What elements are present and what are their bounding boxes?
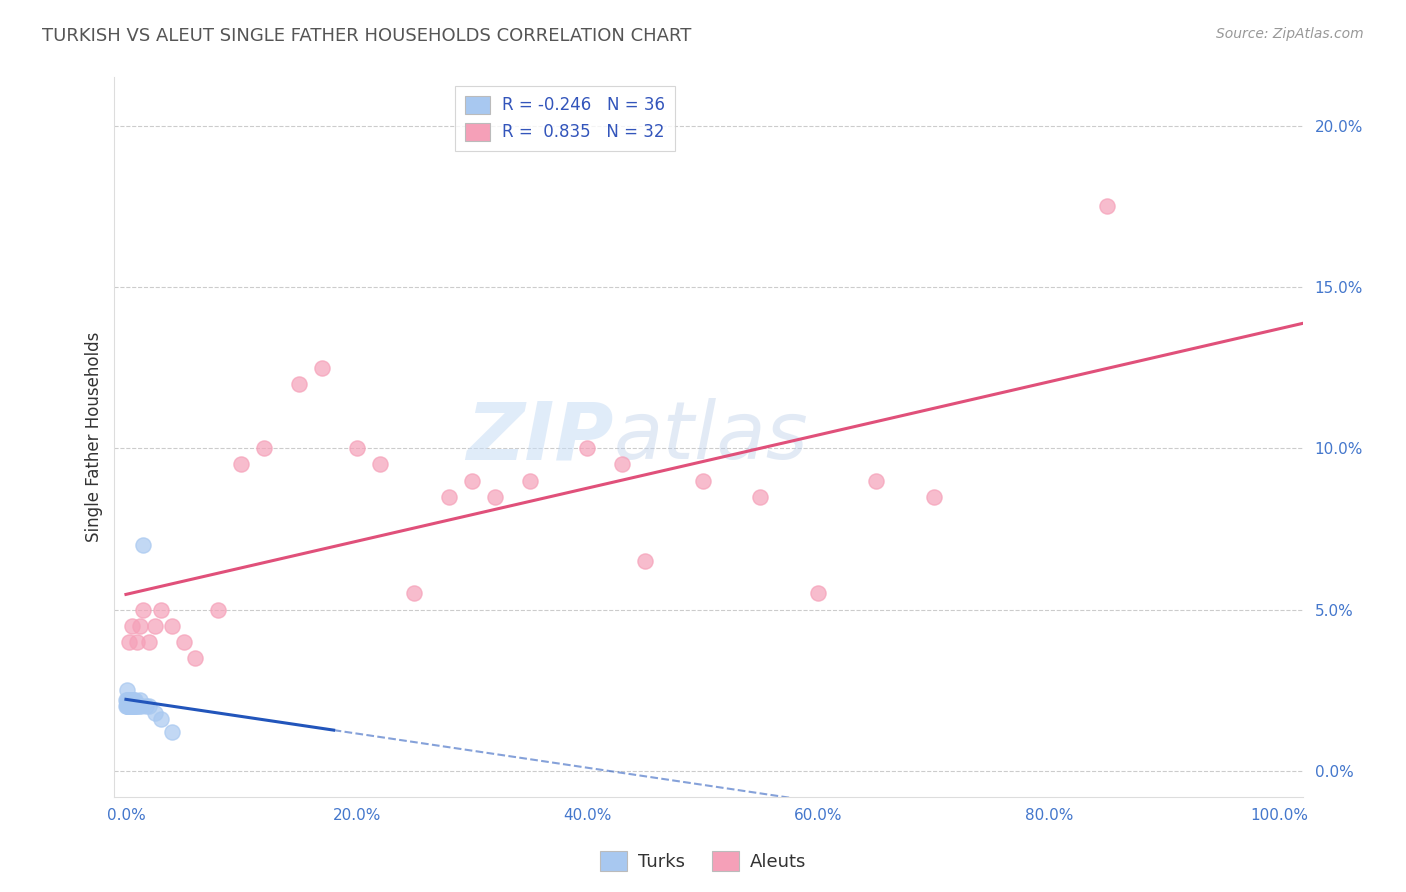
Point	[132, 538, 155, 552]
Point	[634, 554, 657, 568]
Point	[461, 474, 484, 488]
Point	[184, 651, 207, 665]
Point	[173, 635, 195, 649]
Point	[231, 458, 253, 472]
Point	[807, 586, 830, 600]
Point	[122, 693, 145, 707]
Point	[115, 683, 138, 698]
Point	[125, 699, 148, 714]
Point	[253, 442, 276, 456]
Point	[149, 712, 172, 726]
Text: TURKISH VS ALEUT SINGLE FATHER HOUSEHOLDS CORRELATION CHART: TURKISH VS ALEUT SINGLE FATHER HOUSEHOLD…	[42, 27, 692, 45]
Point	[122, 693, 145, 707]
Point	[117, 693, 139, 707]
Point	[143, 706, 166, 720]
Y-axis label: Single Father Households: Single Father Households	[86, 332, 103, 542]
Point	[207, 602, 229, 616]
Text: Source: ZipAtlas.com: Source: ZipAtlas.com	[1216, 27, 1364, 41]
Point	[128, 618, 150, 632]
Point	[346, 442, 368, 456]
Point	[118, 693, 141, 707]
Point	[117, 699, 139, 714]
Point	[149, 602, 172, 616]
Point	[128, 699, 150, 714]
Point	[160, 618, 183, 632]
Point	[120, 699, 142, 714]
Point	[143, 618, 166, 632]
Point	[115, 699, 138, 714]
Point	[311, 360, 333, 375]
Point	[117, 693, 139, 707]
Point	[127, 699, 149, 714]
Point	[749, 490, 772, 504]
Point	[115, 699, 138, 714]
Point	[117, 699, 139, 714]
Point	[121, 693, 143, 707]
Point	[610, 458, 633, 472]
Point	[922, 490, 945, 504]
Point	[138, 635, 160, 649]
Point	[115, 699, 138, 714]
Point	[288, 376, 311, 391]
Point	[122, 699, 145, 714]
Point	[865, 474, 887, 488]
Point	[132, 602, 155, 616]
Text: atlas: atlas	[613, 398, 808, 476]
Point	[368, 458, 391, 472]
Point	[122, 699, 145, 714]
Point	[138, 699, 160, 714]
Point	[121, 699, 143, 714]
Legend: R = -0.246   N = 36, R =  0.835   N = 32: R = -0.246 N = 36, R = 0.835 N = 32	[456, 86, 675, 152]
Point	[129, 699, 152, 714]
Text: ZIP: ZIP	[467, 398, 613, 476]
Point	[692, 474, 714, 488]
Point	[118, 699, 141, 714]
Point	[120, 699, 142, 714]
Point	[118, 699, 141, 714]
Point	[519, 474, 541, 488]
Point	[115, 693, 138, 707]
Point	[121, 699, 143, 714]
Point	[1095, 199, 1118, 213]
Point	[124, 699, 146, 714]
Point	[135, 699, 157, 714]
Point	[121, 618, 143, 632]
Point	[120, 693, 142, 707]
Point	[118, 635, 141, 649]
Point	[484, 490, 506, 504]
Point	[128, 693, 150, 707]
Point	[437, 490, 460, 504]
Point	[124, 693, 146, 707]
Legend: Turks, Aleuts: Turks, Aleuts	[593, 844, 813, 879]
Point	[404, 586, 426, 600]
Point	[127, 635, 149, 649]
Point	[576, 442, 599, 456]
Point	[115, 693, 138, 707]
Point	[160, 725, 183, 739]
